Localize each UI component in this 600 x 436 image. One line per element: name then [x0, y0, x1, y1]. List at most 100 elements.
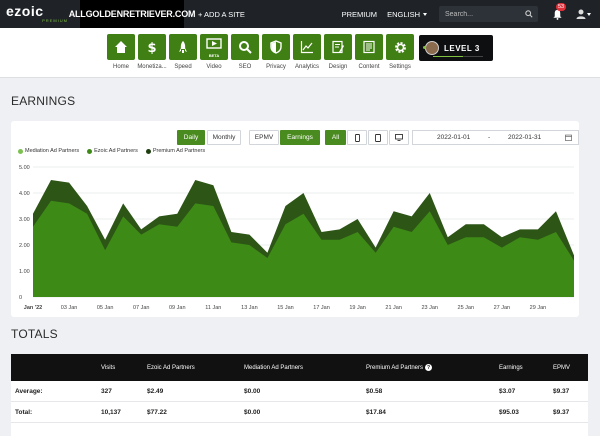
tablet-icon — [375, 133, 381, 142]
notifications-button[interactable]: 53 — [548, 0, 567, 28]
row-label: Average: — [15, 387, 43, 395]
desktop-icon — [395, 134, 403, 141]
ezoic-logo[interactable]: ezoic PREMIUM — [0, 0, 80, 28]
date-to[interactable]: 2022-01-31 — [508, 134, 542, 141]
all-devices-button[interactable]: All — [325, 130, 346, 145]
tool-home[interactable]: Home — [106, 34, 136, 70]
chart-legend: Mediation Ad Partners Ezoic Ad Partners … — [18, 148, 205, 154]
design-icon — [332, 40, 344, 54]
legend-item[interactable]: Premium Ad Partners — [145, 148, 205, 154]
video-icon — [206, 38, 222, 49]
tool-label: Settings — [389, 64, 411, 70]
notification-count-badge: 53 — [556, 3, 567, 11]
tool-design[interactable]: Design — [323, 34, 353, 70]
level-indicator-dot — [423, 46, 426, 49]
legend-swatch — [145, 148, 151, 154]
level-card[interactable]: LEVEL 3 — [419, 35, 493, 61]
cell-premium: $0.58 — [366, 387, 383, 395]
cell-ezoic: $77.22 — [147, 408, 167, 416]
date-separator: - — [488, 134, 491, 141]
cell-mediation: $0.00 — [244, 408, 261, 416]
y-tick-label: 2.00 — [19, 243, 30, 249]
tool-seo[interactable]: SEO — [230, 34, 260, 70]
tool-privacy[interactable]: Privacy — [261, 34, 291, 70]
level-progress-fill — [433, 55, 463, 57]
earnings-chart: 0 1.00 2.00 3.00 4.00 5.00 Jan '22 03 Jan 05 Jan… — [19, 165, 574, 311]
date-range-picker[interactable]: 2022-01-01 - 2022-01-31 — [412, 130, 579, 145]
daily-button[interactable]: Daily — [177, 130, 205, 145]
x-tick-label: 05 Jan — [97, 305, 114, 311]
x-tick-label: 19 Jan — [349, 305, 366, 311]
x-tick-label: 27 Jan — [494, 305, 511, 311]
epmv-button[interactable]: EPMV — [249, 130, 279, 145]
add-site-link[interactable]: + ADD A SITE — [198, 9, 245, 19]
tool-video[interactable]: BETA Video — [199, 34, 229, 70]
column-header-ezoic: Ezoic Ad Partners — [147, 364, 195, 371]
earnings-card: Daily Monthly EPMV Earnings All 2022-01-… — [11, 121, 579, 317]
shield-icon — [270, 40, 282, 54]
cell-mediation: $0.00 — [244, 387, 261, 395]
tool-monetization[interactable]: $ Monetiza... — [137, 34, 167, 70]
tool-label: Video — [206, 64, 222, 70]
tool-label: SEO — [238, 64, 252, 70]
mobile-device-button[interactable] — [347, 130, 367, 145]
rocket-icon — [179, 41, 187, 53]
column-header-premium: Premium Ad Partners? — [366, 354, 433, 381]
legend-item[interactable]: Mediation Ad Partners — [18, 148, 79, 154]
legend-item[interactable]: Ezoic Ad Partners — [87, 148, 138, 154]
premium-link[interactable]: PREMIUM — [341, 9, 378, 19]
tool-settings[interactable]: Settings — [385, 34, 415, 70]
x-tick-label: 21 Jan — [385, 305, 402, 311]
y-tick-label: 0 — [19, 295, 22, 301]
column-header-earnings: Earnings — [499, 364, 523, 371]
tablet-device-button[interactable] — [368, 130, 388, 145]
search-input[interactable] — [445, 10, 525, 18]
column-header-visits: Visits — [101, 364, 116, 371]
calendar-icon[interactable] — [565, 134, 572, 141]
table-row: Average: 327 $2.49 $0.00 $0.58 $3.07 $9.… — [11, 381, 588, 402]
tool-label: Analytics — [294, 64, 319, 70]
x-tick-label: 17 Jan — [313, 305, 330, 311]
legend-label: Ezoic Ad Partners — [94, 148, 138, 154]
earnings-title: EARNINGS — [11, 94, 76, 108]
user-icon — [576, 9, 586, 19]
legend-swatch — [18, 148, 23, 154]
svg-text:$: $ — [147, 41, 156, 54]
column-header-epmv: EPMV — [553, 364, 571, 371]
tool-speed[interactable]: Speed — [168, 34, 198, 70]
desktop-device-button[interactable] — [389, 130, 409, 145]
mobile-icon — [354, 133, 360, 142]
language-selector[interactable]: ENGLISH — [387, 10, 427, 19]
search-box[interactable] — [439, 6, 538, 22]
avatar — [425, 41, 439, 55]
cell-earnings: $95.03 — [499, 408, 519, 416]
series-area-ezoic-ad-partners[interactable] — [33, 200, 574, 297]
tool-content[interactable]: Content — [354, 34, 384, 70]
search-icon[interactable] — [525, 10, 533, 18]
tool-analytics[interactable]: Analytics — [292, 34, 322, 70]
bell-icon — [552, 9, 562, 20]
tool-label: Design — [328, 64, 348, 70]
icon-toolbar: Home $ Monetiza... Speed BETA Video SEO … — [0, 28, 600, 78]
row-label: Total: — [15, 408, 33, 416]
x-tick-label: 25 Jan — [458, 305, 475, 311]
logo-text: ezoic — [6, 3, 44, 19]
x-tick-label: 07 Jan — [133, 305, 150, 311]
x-tick-label: 23 Jan — [421, 305, 438, 311]
user-menu[interactable] — [576, 0, 594, 28]
legend-label: Mediation Ad Partners — [25, 148, 80, 154]
x-tick-label: 11 Jan — [205, 305, 221, 311]
chevron-down-icon — [423, 12, 427, 16]
tool-label: Content — [358, 64, 380, 70]
site-selector[interactable]: ALLGOLDENRETRIEVER.COM — [69, 0, 196, 28]
date-from[interactable]: 2022-01-01 — [437, 134, 471, 141]
x-tick-label: 15 Jan — [277, 305, 294, 311]
y-tick-label: 1.00 — [19, 269, 30, 275]
cell-earnings: $3.07 — [499, 387, 516, 395]
help-icon[interactable]: ? — [425, 364, 433, 371]
monthly-button[interactable]: Monthly — [207, 130, 241, 145]
cell-visits: 327 — [101, 387, 112, 395]
earnings-button[interactable]: Earnings — [280, 130, 320, 145]
magnifier-icon — [239, 41, 252, 54]
x-tick-label: 03 Jan — [61, 305, 78, 311]
